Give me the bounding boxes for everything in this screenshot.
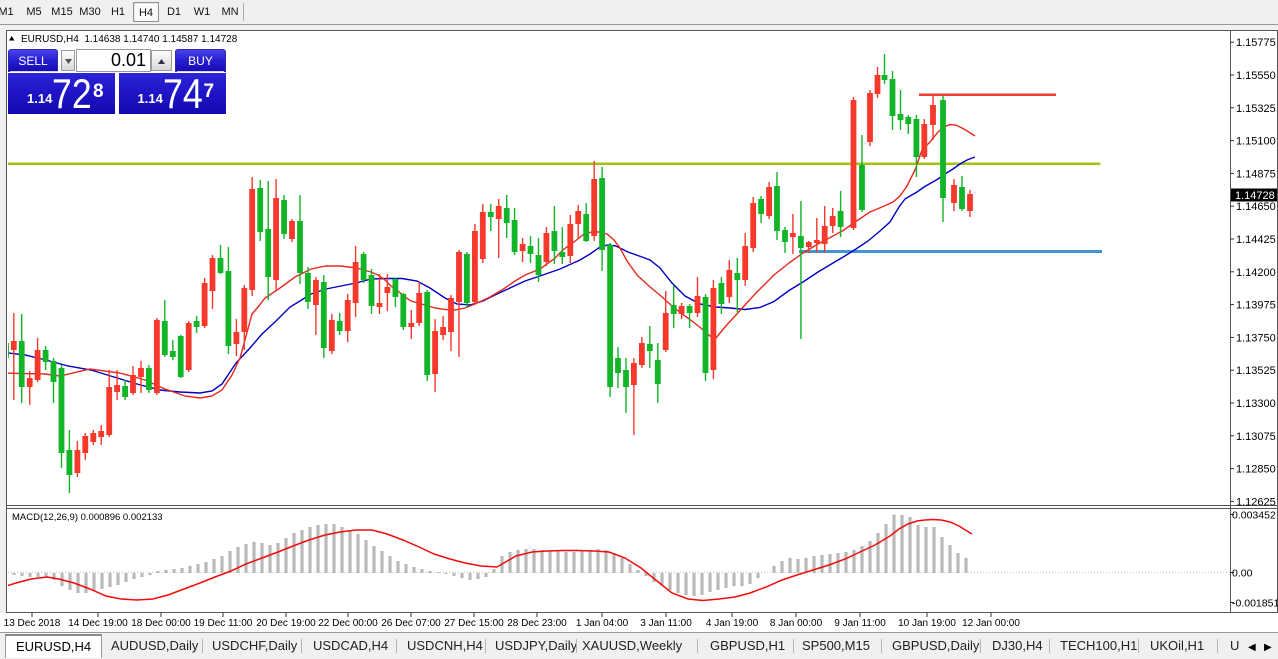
svg-text:26 Dec 07:00: 26 Dec 07:00 — [381, 618, 441, 629]
svg-text:1.15325: 1.15325 — [1236, 103, 1276, 115]
svg-text:12 Jan 00:00: 12 Jan 00:00 — [962, 618, 1020, 629]
svg-text:1.14200: 1.14200 — [1236, 267, 1276, 279]
svg-text:0.00: 0.00 — [1232, 568, 1253, 580]
svg-text:22 Dec 00:00: 22 Dec 00:00 — [318, 618, 378, 629]
svg-text:19 Dec 11:00: 19 Dec 11:00 — [194, 618, 253, 629]
svg-text:1.15775: 1.15775 — [1236, 37, 1276, 49]
svg-text:1.13075: 1.13075 — [1236, 431, 1276, 443]
svg-text:20 Dec 19:00: 20 Dec 19:00 — [256, 618, 316, 629]
svg-text:1.15100: 1.15100 — [1236, 136, 1276, 148]
svg-text:1.14728: 1.14728 — [1235, 190, 1275, 202]
svg-text:27 Dec 15:00: 27 Dec 15:00 — [444, 618, 504, 629]
svg-text:0.003452: 0.003452 — [1232, 510, 1276, 522]
svg-text:1.12850: 1.12850 — [1236, 464, 1276, 476]
svg-text:-0.001851: -0.001851 — [1232, 598, 1278, 610]
svg-text:18 Dec 00:00: 18 Dec 00:00 — [131, 618, 191, 629]
svg-text:8 Jan 00:00: 8 Jan 00:00 — [770, 618, 823, 629]
svg-text:3 Jan 11:00: 3 Jan 11:00 — [640, 618, 692, 629]
svg-text:1.13525: 1.13525 — [1236, 365, 1276, 377]
svg-text:28 Dec 23:00: 28 Dec 23:00 — [507, 618, 567, 629]
svg-text:1 Jan 04:00: 1 Jan 04:00 — [576, 618, 629, 629]
svg-text:1.12625: 1.12625 — [1236, 496, 1276, 508]
svg-text:1.14875: 1.14875 — [1236, 168, 1276, 180]
svg-text:1.13750: 1.13750 — [1236, 332, 1276, 344]
svg-text:13 Dec 2018: 13 Dec 2018 — [4, 618, 61, 629]
svg-text:MACD(12,26,9) 0.000896 0.00213: MACD(12,26,9) 0.000896 0.002133 — [12, 512, 163, 523]
svg-text:10 Jan 19:00: 10 Jan 19:00 — [898, 618, 956, 629]
svg-text:14 Dec 19:00: 14 Dec 19:00 — [68, 618, 128, 629]
svg-text:1.13300: 1.13300 — [1236, 398, 1276, 410]
svg-text:4 Jan 19:00: 4 Jan 19:00 — [706, 618, 759, 629]
svg-text:9 Jan 11:00: 9 Jan 11:00 — [834, 618, 886, 629]
svg-text:EURUSD,H4 1.14638 1.14740 1.1: EURUSD,H4 1.14638 1.14740 1.14587 1.1472… — [21, 34, 238, 45]
svg-text:1.15550: 1.15550 — [1236, 70, 1276, 82]
svg-text:1.13975: 1.13975 — [1236, 300, 1276, 312]
svg-text:1.14425: 1.14425 — [1236, 234, 1276, 246]
svg-text:1.14650: 1.14650 — [1236, 201, 1276, 213]
